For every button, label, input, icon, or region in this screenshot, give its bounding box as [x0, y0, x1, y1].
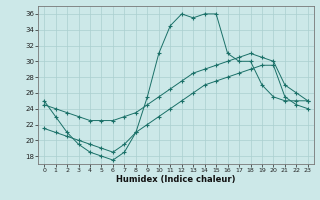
- X-axis label: Humidex (Indice chaleur): Humidex (Indice chaleur): [116, 175, 236, 184]
